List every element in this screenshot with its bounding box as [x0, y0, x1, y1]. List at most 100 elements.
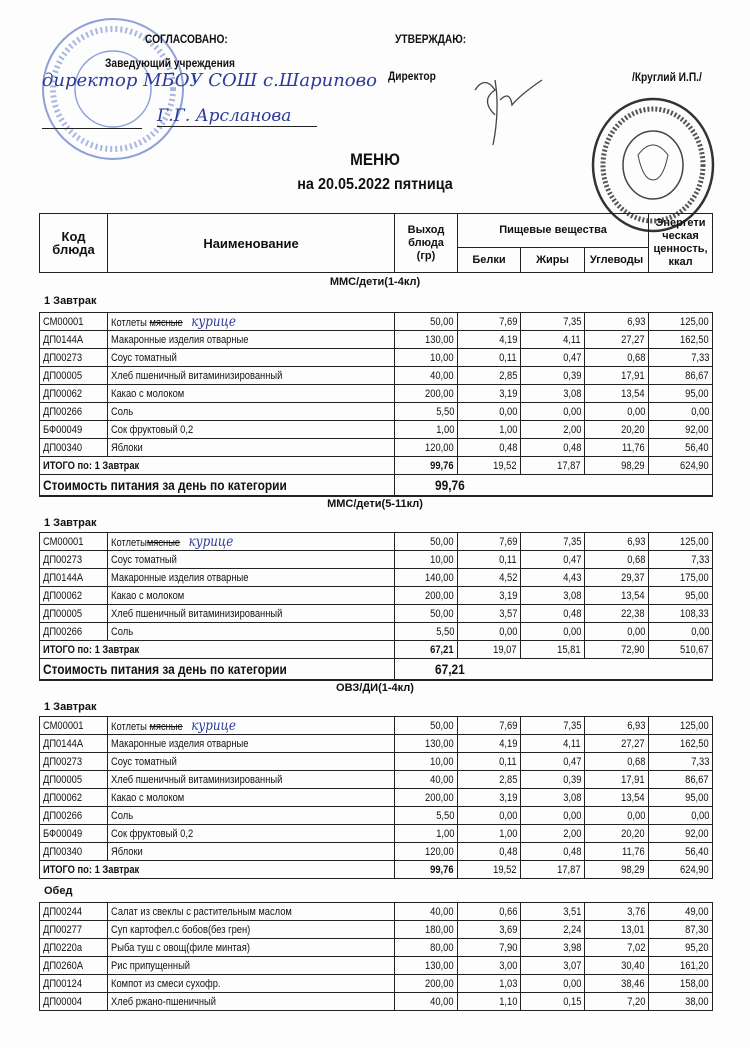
value-cell: 1,00 [457, 824, 521, 843]
dish-name-text: Хлеб ржано-пшеничный [111, 995, 217, 1008]
dish-name-text: Соль [111, 405, 134, 418]
table-row: ДП0260А Рис припущенный 130,00 3,00 3,07 30,4… [39, 956, 713, 975]
cost-label-text: Стоимость питания за день по категории [43, 661, 287, 677]
dish-code: ДП00273 [39, 752, 108, 771]
dish-code-text: ДП0144А [43, 333, 84, 346]
value-cell-text: 0,48 [562, 607, 581, 620]
total-label: ИТОГО по: 1 Завтрак [39, 640, 395, 659]
value-cell: 175,00 [648, 568, 713, 587]
value-cell-text: 2,85 [498, 773, 517, 786]
dish-name: Суп картофел.с бобов(без грен) [107, 920, 395, 939]
value-cell-text: 0,00 [690, 625, 709, 638]
value-cell-text: 3,19 [498, 387, 517, 400]
value-cell-text: 0,68 [626, 553, 645, 566]
value-cell: 0,00 [520, 806, 585, 825]
value-cell: 1,00 [457, 420, 521, 439]
value-cell-text: 3,51 [562, 905, 581, 918]
value-cell: 27,27 [584, 330, 649, 349]
value-cell-text: 2,00 [562, 827, 581, 840]
value-cell-text: 161,20 [680, 959, 709, 972]
value-cell-text: 10,00 [430, 553, 454, 566]
value-cell: 3,08 [520, 586, 585, 605]
value-cell-text: 7,35 [562, 535, 581, 548]
value-cell-text: 200,00 [425, 977, 454, 990]
table-row: БФ00049 Сок фруктовый 0,2 1,00 1,00 2,00 20,2… [39, 420, 713, 439]
dish-name: Какао с молоком [107, 788, 395, 807]
dish-code-text: ДП00273 [43, 553, 83, 566]
table-row: ДП0144А Макаронные изделия отварные 140,00… [39, 568, 713, 587]
total-value: 19,52 [457, 860, 521, 879]
value-cell-text: 0,00 [498, 809, 517, 822]
value-cell: 0,66 [457, 902, 521, 921]
value-cell: 11,76 [584, 438, 649, 457]
value-cell-text: 0,15 [562, 995, 581, 1008]
value-cell-text: 17,91 [621, 369, 645, 382]
dish-name: Соус томатный [107, 550, 395, 569]
value-cell-text: 50,00 [430, 607, 454, 620]
value-cell-text: 38,00 [685, 995, 709, 1008]
value-cell-text: 4,19 [498, 737, 517, 750]
value-cell: 40,00 [394, 992, 458, 1011]
table-row: ДП0220а Рыба туш с овощ(филе минтая) 80,00… [39, 938, 713, 957]
col-code: Код блюда [39, 213, 108, 273]
value-cell: 0,11 [457, 752, 521, 771]
value-cell: 95,00 [648, 384, 713, 403]
dish-name-text: Соус томатный [111, 351, 177, 364]
value-cell-text: 29,37 [621, 571, 645, 584]
value-cell: 200,00 [394, 974, 458, 993]
dish-name-text: Макаронные изделия отварные [111, 737, 249, 750]
value-cell-text: 13,01 [621, 923, 645, 936]
dish-name-text: Хлеб пшеничный витаминизированный [111, 369, 283, 382]
col-carbs: Углеводы [583, 247, 650, 273]
value-cell-text: 87,30 [685, 923, 709, 936]
table-row: ДП00273 Соус томатный 10,00 0,11 0,47 0,68 7,3… [39, 752, 713, 771]
dish-name: Соус томатный [107, 348, 395, 367]
table-header: Код блюда Наименование Выход блюда (гр) … [39, 212, 714, 273]
meal-title: 1 Завтрак [44, 701, 97, 713]
table-row: ДП00005 Хлеб пшеничный витаминизированный… [39, 770, 713, 789]
dish-code: ДП00124 [39, 974, 108, 993]
value-cell: 0,00 [520, 622, 585, 641]
dish-code: ДП00062 [39, 586, 108, 605]
value-cell-text: 1,10 [498, 995, 517, 1008]
value-cell: 6,93 [584, 312, 649, 331]
value-cell: 200,00 [394, 384, 458, 403]
value-cell: 4,43 [520, 568, 585, 587]
approve-label: УТВЕРЖДАЮ: [395, 32, 467, 46]
cost-row: Стоимость питания за день по категории 99… [39, 474, 713, 497]
section-title: ММС/дети(1-4кл) [329, 276, 421, 288]
value-cell: 13,54 [584, 788, 649, 807]
value-cell-text: 5,50 [435, 625, 454, 638]
value-cell-text: 0,48 [562, 441, 581, 454]
signature-line [42, 128, 142, 129]
value-cell-text: 0,68 [626, 755, 645, 768]
value-cell-text: 3,08 [562, 791, 581, 804]
dish-name: Хлеб пшеничный витаминизированный [107, 770, 395, 789]
value-cell-text: 158,00 [680, 977, 709, 990]
value-cell-text: 20,20 [621, 827, 645, 840]
value-cell-text: 0,47 [562, 755, 581, 768]
dish-code: ДП00005 [39, 770, 108, 789]
dish-name: Салат из свеклы с растительным маслом [107, 902, 395, 921]
dish-code: ДП00277 [39, 920, 108, 939]
dish-name: Сок фруктовый 0,2 [107, 824, 395, 843]
value-cell-text: 6,93 [626, 535, 645, 548]
value-cell-text: 0,11 [499, 351, 517, 364]
value-cell-text: 56,40 [685, 845, 709, 858]
value-cell-text: 27,27 [621, 737, 645, 750]
dish-code: ДП0144А [39, 330, 108, 349]
dish-name: Какао с молоком [107, 586, 395, 605]
dish-code: ДП00004 [39, 992, 108, 1011]
value-cell: 7,33 [648, 550, 713, 569]
total-value-text: 98,29 [621, 863, 645, 876]
dish-name-text: Яблоки [111, 845, 143, 858]
total-value: 19,07 [457, 640, 521, 659]
dish-code: ДП00244 [39, 902, 108, 921]
dish-code: ДП0260А [39, 956, 108, 975]
value-cell-text: 50,00 [430, 719, 454, 732]
col-nutrients: Пищевые вещества [456, 212, 650, 249]
value-cell-text: 95,00 [685, 387, 709, 400]
dish-name-text: Соус томатный [111, 755, 177, 768]
table-row: ДП00266 Соль 5,50 0,00 0,00 0,00 0,00 [39, 402, 713, 421]
